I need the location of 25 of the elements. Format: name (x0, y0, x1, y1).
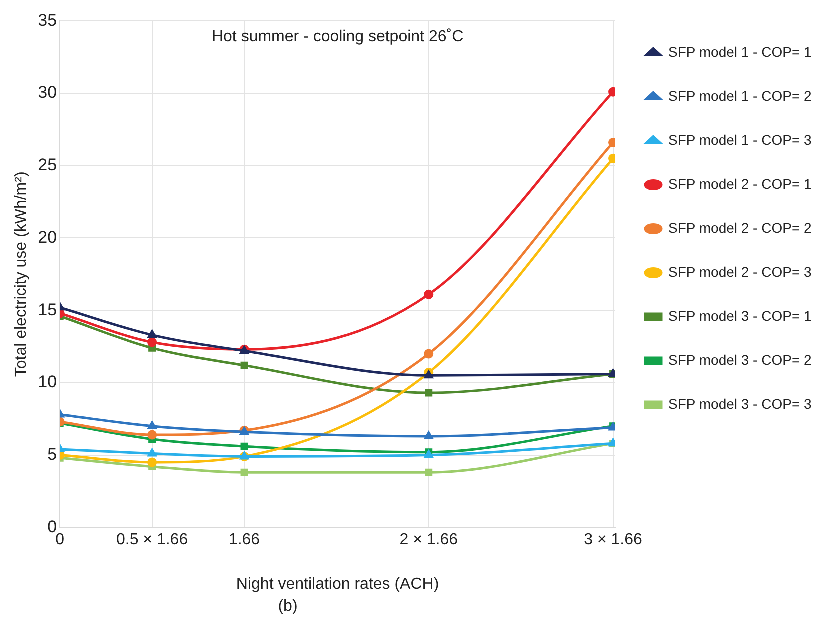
y-tick-label: 20 (38, 228, 58, 247)
x-tick-label: 0.5 × 1.66 (116, 532, 188, 549)
y-tick-label: 5 (48, 444, 58, 464)
legend-label: SFP model 1 - COP= 1 (668, 44, 812, 60)
x-axis-title: Night ventilation rates (ACH) (236, 576, 440, 593)
y-tick-label: 25 (38, 156, 58, 175)
legend-label: SFP model 3 - COP= 1 (668, 308, 812, 324)
text: (b) (277, 598, 299, 616)
x-tick-label: 3 × 1.66 (584, 532, 643, 549)
x-tick-label: 1.66 (228, 532, 260, 549)
y-tick-label: 15 (38, 300, 58, 320)
legend-label: SFP model 2 - COP= 3 (668, 264, 812, 280)
x-tick-label: 2 × 1.66 (400, 532, 458, 549)
legend-label: SFP model 3 - COP= 3 (668, 396, 812, 412)
y-tick-label: 0 (48, 517, 58, 536)
y-tick-label: 10 (38, 372, 58, 392)
legend-label: SFP model 2 - COP= 1 (668, 176, 812, 192)
y-axis-title: Total electricity use (kWh/m²) (13, 172, 30, 378)
text: Hot summer - cooling setpoint 26˚C (212, 28, 464, 46)
y-tick-label: 30 (38, 83, 58, 102)
legend-label: SFP model 3 - COP= 2 (668, 352, 812, 368)
y-tick-label: 35 (38, 10, 58, 30)
legend-label: SFP model 2 - COP= 2 (668, 220, 812, 236)
legend-label: SFP model 1 - COP= 3 (668, 132, 812, 148)
legend-label: SFP model 1 - COP= 2 (668, 88, 812, 104)
